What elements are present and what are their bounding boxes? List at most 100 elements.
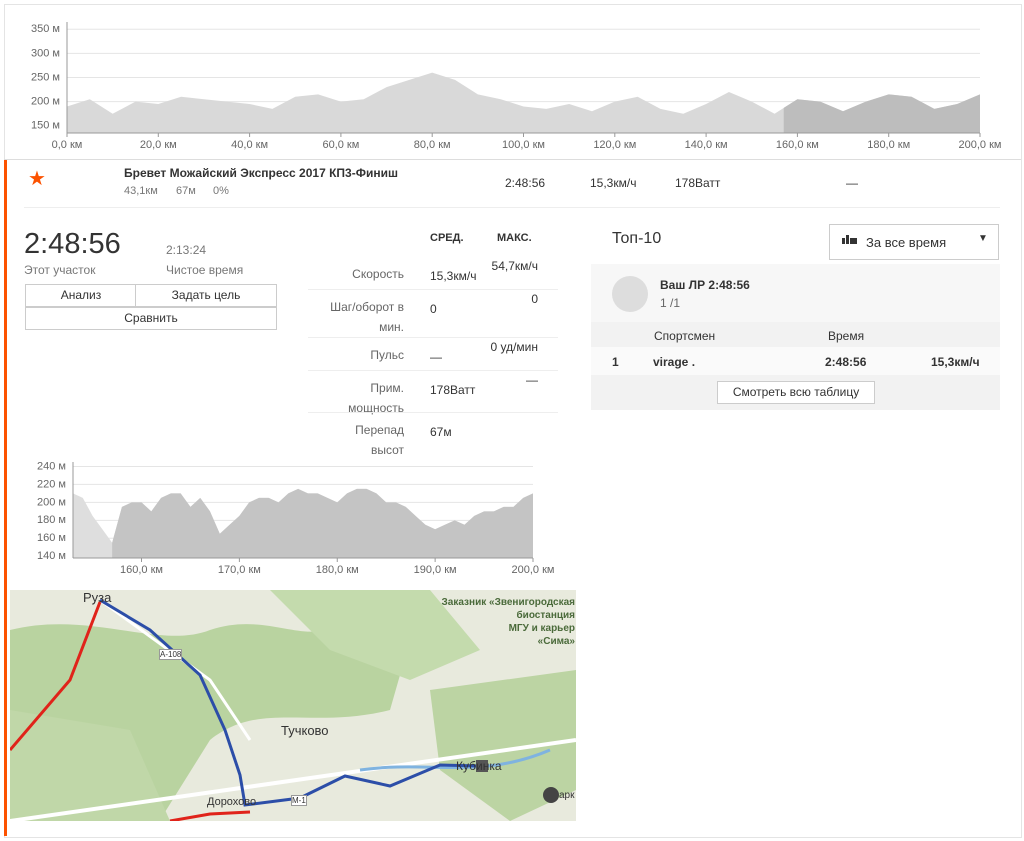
leader-row [591, 347, 1000, 375]
divider [24, 207, 1000, 208]
athlete[interactable]: virage . [653, 355, 696, 369]
map-label: Кубинка [456, 759, 502, 773]
stats-max: 0 уд/мин [490, 340, 538, 354]
stats-avg: — [430, 350, 442, 364]
stats-label: Перепад высот [355, 423, 404, 457]
goal-button[interactable]: Задать цель [135, 284, 277, 307]
stats-avg: 67м [430, 425, 452, 439]
segment-time: 2:48:56 [505, 176, 546, 190]
x-tick-label: 160,0 км [776, 139, 819, 151]
map-label-line: «Сима» [537, 636, 575, 647]
y-tick-label: 300 м [31, 47, 60, 59]
road-label: М-1 [291, 795, 307, 806]
y-tick-label: 240 м [37, 460, 66, 472]
y-tick-label: 160 м [37, 532, 66, 544]
stats-label: Шаг/оборот в мин. [330, 300, 404, 334]
time: 2:48:56 [825, 355, 867, 369]
accent-bar [4, 160, 7, 836]
col-time: Время [828, 329, 865, 343]
x-tick-label: 60,0 км [322, 139, 359, 151]
avatar [612, 276, 648, 312]
map-label: Руза [83, 590, 112, 605]
segment-area [112, 488, 533, 558]
y-tick-label: 180 м [37, 514, 66, 526]
x-tick-label: 180,0 км [867, 139, 910, 151]
x-tick-label: 140,0 км [685, 139, 728, 151]
stats-avg: 0 [430, 302, 437, 316]
map-label: арк [559, 790, 575, 801]
star-icon[interactable]: ★ [28, 168, 46, 190]
segment-speed: 15,3км/ч [590, 176, 637, 190]
x-tick-label: 100,0 км [502, 139, 545, 151]
y-tick-label: 220 м [37, 478, 66, 490]
y-tick-label: 250 м [31, 71, 60, 83]
x-tick-label: 200,0 км [512, 564, 555, 576]
pr-text: Ваш ЛР 2:48:56 [660, 278, 750, 292]
y-tick-label: 150 м [31, 120, 60, 132]
stats-label: Прим. мощность [348, 381, 404, 415]
filter-label: За все время [866, 235, 947, 250]
x-tick-label: 200,0 км [959, 139, 1002, 151]
map-label: Тучково [281, 723, 329, 738]
elevation-area [67, 72, 980, 133]
x-tick-label: 20,0 км [140, 139, 177, 151]
leaderboard-title: Топ-10 [612, 230, 662, 247]
row-divider [308, 289, 558, 290]
speed: 15,3км/ч [931, 355, 980, 369]
analyze-button[interactable]: Анализ [25, 284, 137, 307]
x-tick-label: 180,0 км [316, 564, 359, 576]
x-tick-label: 120,0 км [593, 139, 636, 151]
segment-power: 178Ватт [675, 176, 721, 190]
x-tick-label: 80,0 км [414, 139, 451, 151]
elevation-chart: 150 м 200 м 250 м 300 м 350 м 0,0 км 20,0 км 40… [31, 22, 1002, 151]
map-label: Дорохово [207, 796, 257, 808]
row-divider [308, 337, 558, 338]
stats-avg: 15,3км/ч [430, 269, 477, 283]
rank: 1 [612, 355, 619, 369]
compare-button[interactable]: Сравнить [25, 307, 277, 330]
divider [4, 159, 1021, 160]
stats-label: Пульс [370, 348, 404, 362]
map-label-line: МГУ и карьер [508, 623, 575, 634]
elapsed-time: 2:48:56 [24, 228, 121, 260]
map-label: Заказник «Звенигородская биостанция МГУ и … [400, 596, 575, 648]
segment-area [783, 94, 980, 133]
road-label: А-108 [159, 649, 183, 660]
stats-max: 54,7км/ч [491, 259, 538, 273]
filter-dropdown[interactable]: За все время ▼ [829, 224, 999, 260]
x-tick-label: 40,0 км [231, 139, 268, 151]
pr-row [591, 264, 1000, 322]
row-divider [308, 370, 558, 371]
stats-label: Скорость [352, 267, 404, 281]
map[interactable] [10, 590, 576, 821]
elapsed-label: Этот участок [24, 263, 96, 277]
y-tick-label: 200 м [31, 96, 60, 108]
segment-name[interactable]: Бревет Можайский Экспресс 2017 КП3-Финиш [124, 166, 398, 180]
segment-grade: 0% [213, 185, 229, 197]
row-divider [308, 412, 558, 413]
moving-time: 2:13:24 [166, 243, 207, 257]
pr-rank: 1 /1 [660, 296, 681, 310]
stats-max: 0 [531, 292, 538, 306]
map-label-line: Заказник «Звенигородская [441, 597, 575, 608]
caret: ▼ [978, 233, 988, 244]
y-tick-label: 350 м [31, 23, 60, 35]
stats-avg: 178Ватт [430, 383, 476, 397]
stats-header: МАКС. [497, 232, 532, 244]
y-tick-label: 140 м [37, 550, 66, 562]
full-table-button[interactable]: Смотреть всю таблицу [717, 381, 875, 404]
col-athlete: Спортсмен [654, 329, 716, 343]
y-tick-label: 200 м [37, 496, 66, 508]
segment-distance: 43,1км [124, 185, 158, 197]
x-tick-label: 0,0 км [52, 139, 83, 151]
x-tick-label: 160,0 км [120, 564, 163, 576]
segment-hr: — [846, 176, 858, 190]
segment-elevation-chart: 140 м 160 м 180 м 200 м 220 м 240 м 160,0 км 17… [37, 460, 555, 576]
moving-label: Чистое время [166, 263, 244, 277]
stats-header: СРЕД. [430, 232, 464, 244]
x-tick-label: 190,0 км [414, 564, 457, 576]
map-label-line: биостанция [516, 610, 576, 621]
x-tick-label: 170,0 км [218, 564, 261, 576]
segment-elevation: 67м [176, 185, 196, 197]
